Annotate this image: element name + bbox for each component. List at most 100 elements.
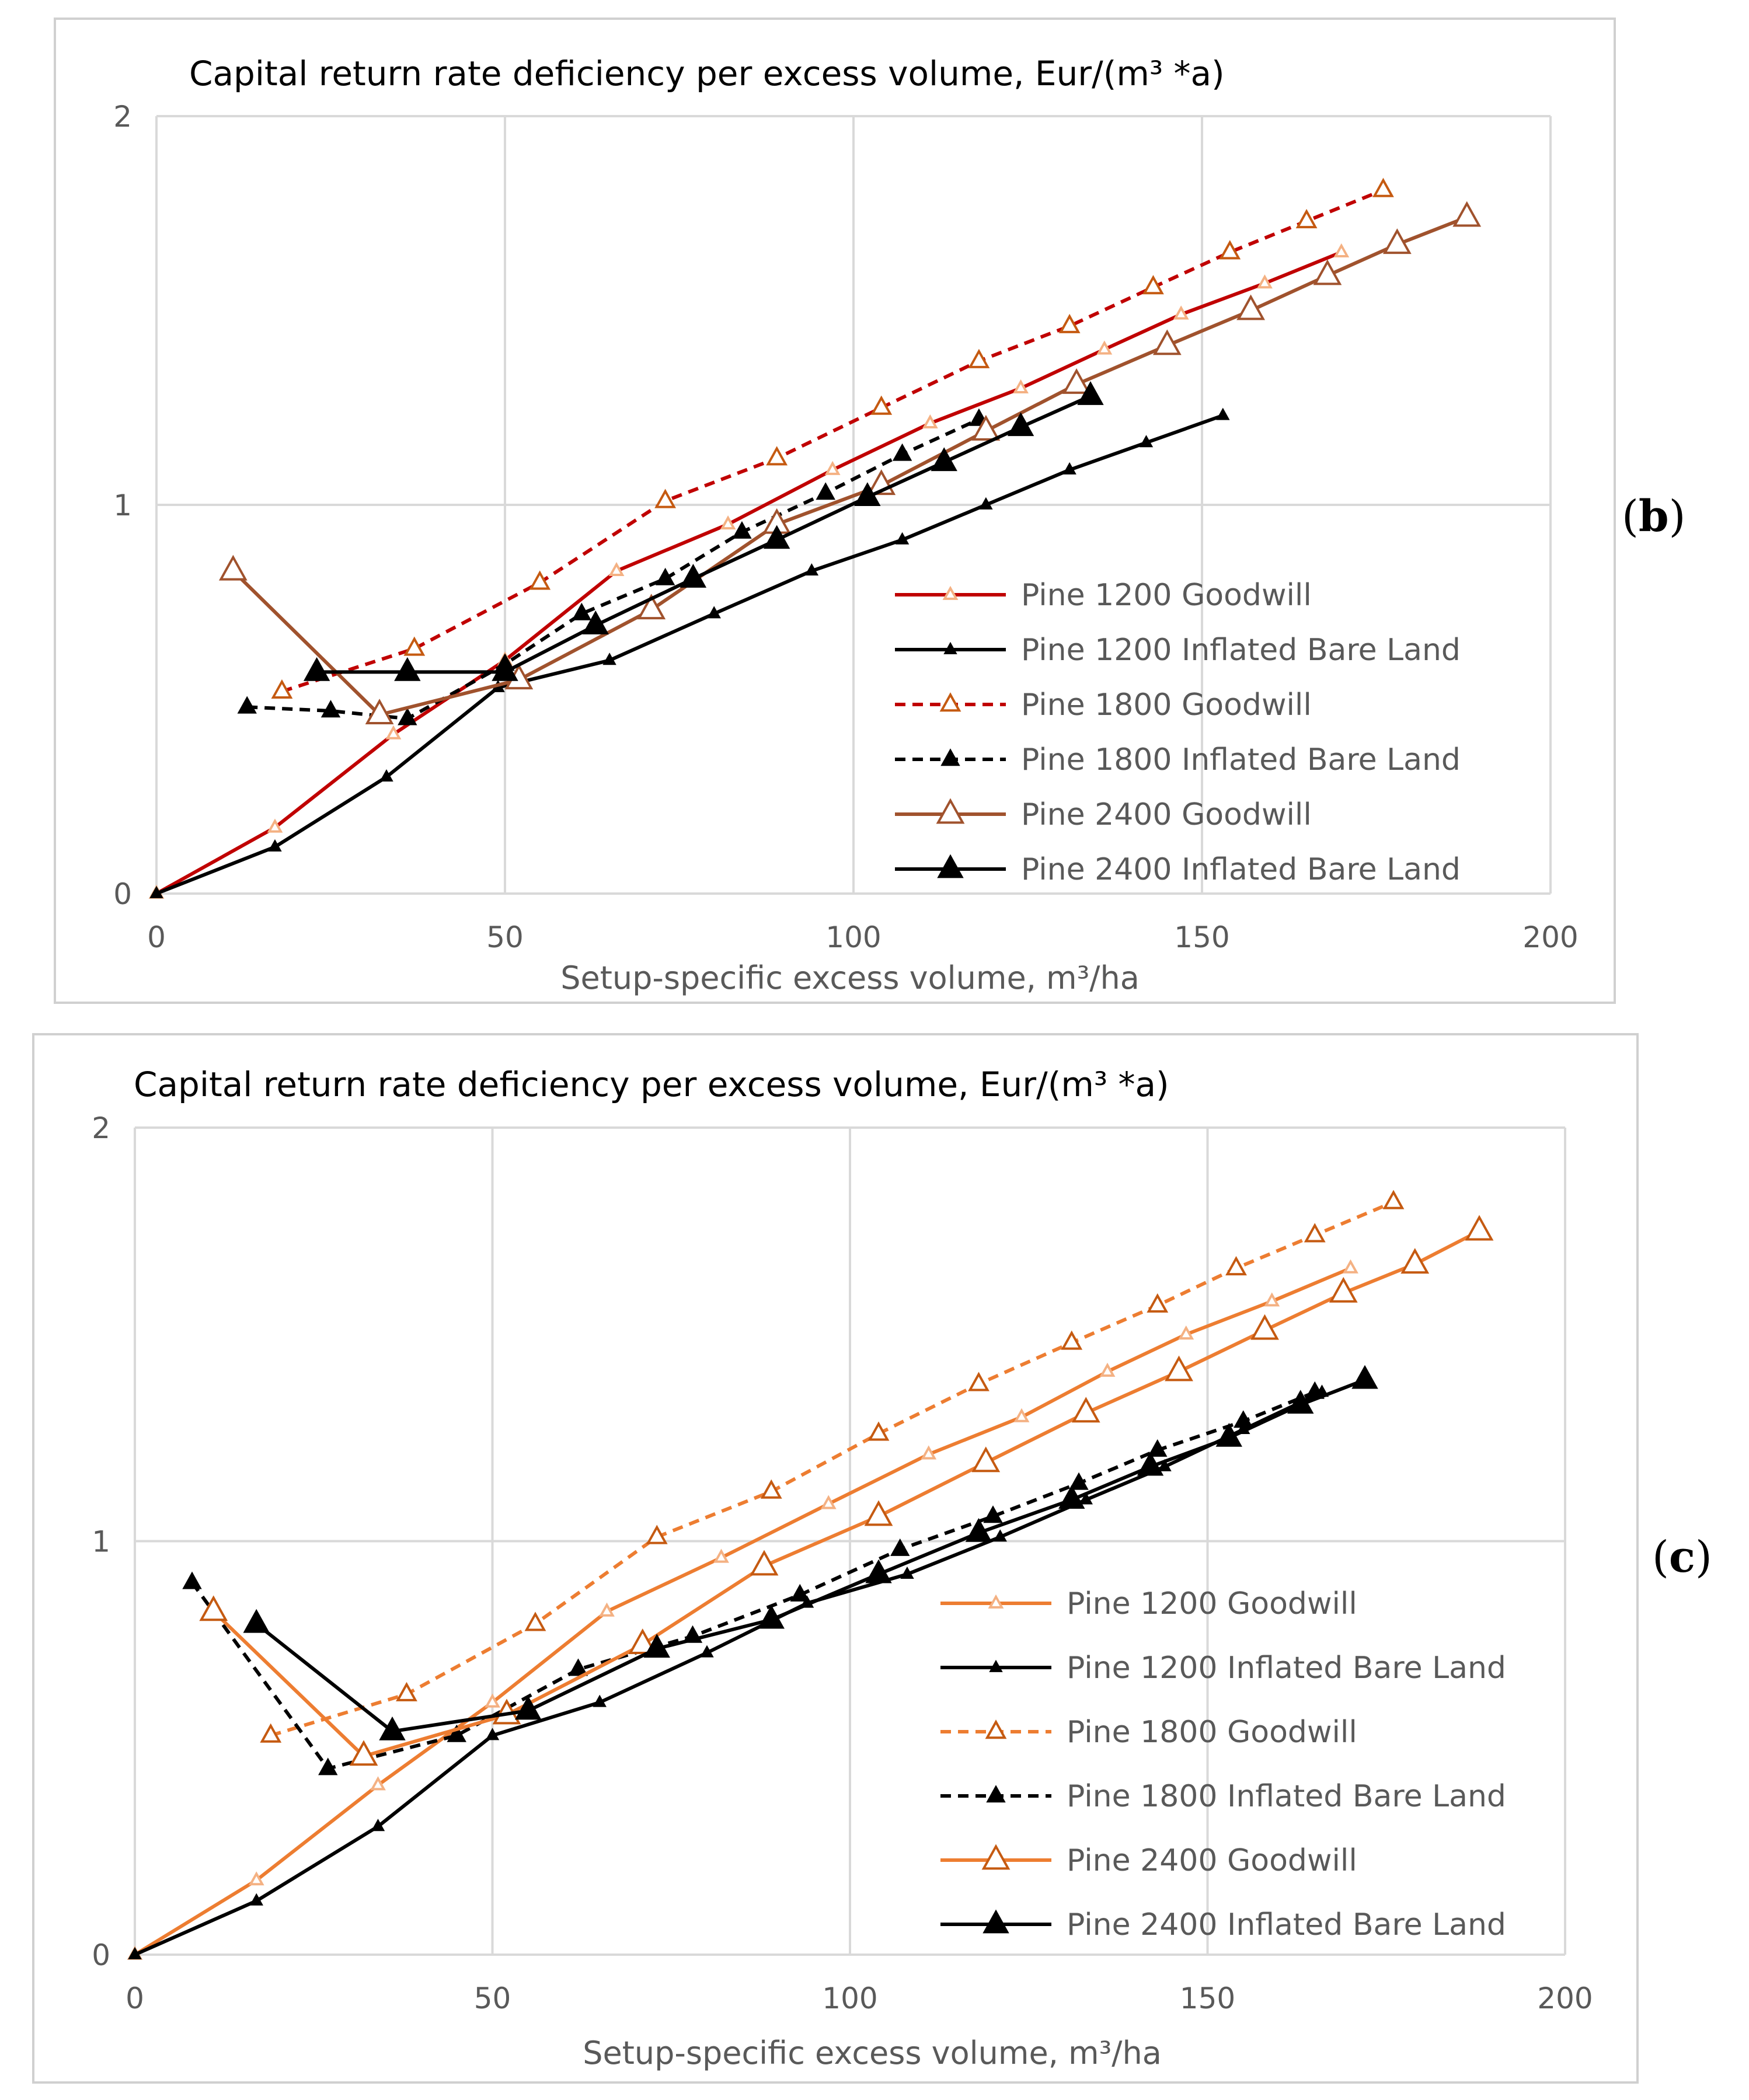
- data-point: [1099, 1362, 1116, 1377]
- data-point: [1343, 1259, 1358, 1274]
- data-point: [1234, 1410, 1253, 1428]
- data-point: [1062, 368, 1091, 394]
- data-point: [349, 1740, 378, 1766]
- data-point: [865, 1559, 892, 1583]
- panel-label-c: (c): [1652, 1532, 1712, 1582]
- legend-label: Pine 2400 Inflated Bare Land: [1067, 1907, 1506, 1942]
- legend: Pine 1200 Goodwill Pine 1200 Inflated Bar…: [940, 1586, 1506, 1942]
- data-point: [1096, 340, 1113, 355]
- series-line: [155, 413, 1224, 895]
- series-1: [148, 243, 1350, 899]
- data-point: [900, 1566, 914, 1579]
- legend-marker: [942, 585, 959, 600]
- legend-label: Pine 1200 Goodwill: [1021, 578, 1312, 613]
- data-point: [824, 461, 841, 475]
- legend-label: Pine 1200 Inflated Bare Land: [1021, 633, 1461, 668]
- data-point: [766, 446, 788, 466]
- data-point: [1264, 1292, 1280, 1307]
- data-point: [983, 1505, 1003, 1523]
- data-point: [370, 1776, 386, 1791]
- x-tick-label: 100: [822, 1982, 877, 2015]
- legend-marker: [989, 1659, 1003, 1672]
- data-point: [1173, 305, 1189, 320]
- data-point: [1158, 1459, 1172, 1471]
- data-point: [237, 696, 257, 714]
- data-point: [1137, 1452, 1164, 1476]
- panel-label-c-letter: c: [1668, 1532, 1695, 1582]
- data-point: [529, 570, 551, 590]
- chart-panel-b: Capital return rate deficiency per exces…: [54, 18, 1616, 1004]
- x-tick-label: 50: [486, 920, 524, 954]
- series-5: [218, 201, 1482, 725]
- legend-marker: [937, 854, 964, 878]
- legend-marker: [986, 1785, 1006, 1803]
- series-2: [149, 407, 1230, 898]
- data-point: [524, 1611, 546, 1631]
- series-6: [303, 381, 1104, 681]
- data-point: [403, 636, 426, 656]
- panel-label-c-close: ): [1695, 1532, 1712, 1582]
- legend-marker: [940, 748, 960, 766]
- data-point: [602, 653, 616, 665]
- legend-label: Pine 1800 Inflated Bare Land: [1067, 1779, 1506, 1814]
- data-point: [379, 1716, 406, 1740]
- data-point: [763, 525, 790, 549]
- data-point: [394, 657, 421, 681]
- data-point: [1215, 1422, 1242, 1447]
- data-point: [582, 610, 609, 634]
- legend-marker: [939, 692, 961, 712]
- x-tick-label: 50: [474, 1982, 511, 2015]
- data-point: [993, 1529, 1007, 1542]
- data-point: [628, 1628, 657, 1654]
- data-point: [485, 1693, 500, 1708]
- panel-label-b-close: ): [1668, 491, 1686, 542]
- y-tick-label: 2: [92, 1111, 110, 1145]
- data-point: [864, 1500, 893, 1526]
- data-point: [720, 515, 736, 530]
- data-point: [492, 657, 518, 681]
- legend-label: Pine 1200 Goodwill: [1067, 1586, 1357, 1621]
- legend-label: Pine 2400 Goodwill: [1021, 797, 1312, 832]
- data-point: [218, 554, 248, 581]
- series-line: [255, 1378, 1366, 1733]
- data-point: [854, 482, 881, 507]
- data-point: [593, 1694, 607, 1707]
- legend-marker: [982, 1909, 1009, 1934]
- series-4: [182, 1381, 1325, 1775]
- panel-label-b: (b): [1622, 491, 1686, 542]
- data-point: [248, 1871, 264, 1886]
- data-point: [931, 447, 957, 472]
- legend-label: Pine 1800 Goodwill: [1067, 1715, 1357, 1750]
- series-line: [190, 1390, 1316, 1771]
- data-point: [1216, 407, 1230, 420]
- data-point: [128, 1946, 142, 1959]
- data-point: [921, 1445, 937, 1460]
- data-point: [971, 1446, 1001, 1473]
- data-point: [1382, 228, 1412, 254]
- data-point: [870, 395, 893, 415]
- data-point: [1062, 462, 1076, 475]
- data-point: [1304, 1223, 1326, 1243]
- legend-label: Pine 1200 Inflated Bare Land: [1067, 1651, 1506, 1686]
- data-point: [182, 1571, 202, 1589]
- data-point: [646, 1525, 668, 1544]
- data-point: [816, 482, 835, 500]
- data-point: [1069, 1472, 1089, 1490]
- panel-label-b-open: (: [1622, 491, 1639, 542]
- data-point: [643, 1634, 670, 1658]
- legend-label: Pine 2400 Goodwill: [1067, 1843, 1357, 1878]
- data-point: [732, 521, 752, 539]
- x-axis-label: Setup-specific excess volume, m³/ha: [560, 960, 1140, 996]
- data-point: [1400, 1248, 1430, 1274]
- series-3: [271, 177, 1394, 699]
- series-line: [247, 417, 980, 721]
- data-point: [1139, 435, 1154, 448]
- data-point: [267, 818, 283, 833]
- data-point: [1178, 1325, 1194, 1340]
- data-point: [1219, 240, 1241, 260]
- data-point: [1148, 1439, 1168, 1457]
- data-point: [700, 1645, 714, 1658]
- data-point: [1329, 1276, 1358, 1303]
- data-point: [790, 1583, 810, 1602]
- data-point: [599, 1602, 615, 1617]
